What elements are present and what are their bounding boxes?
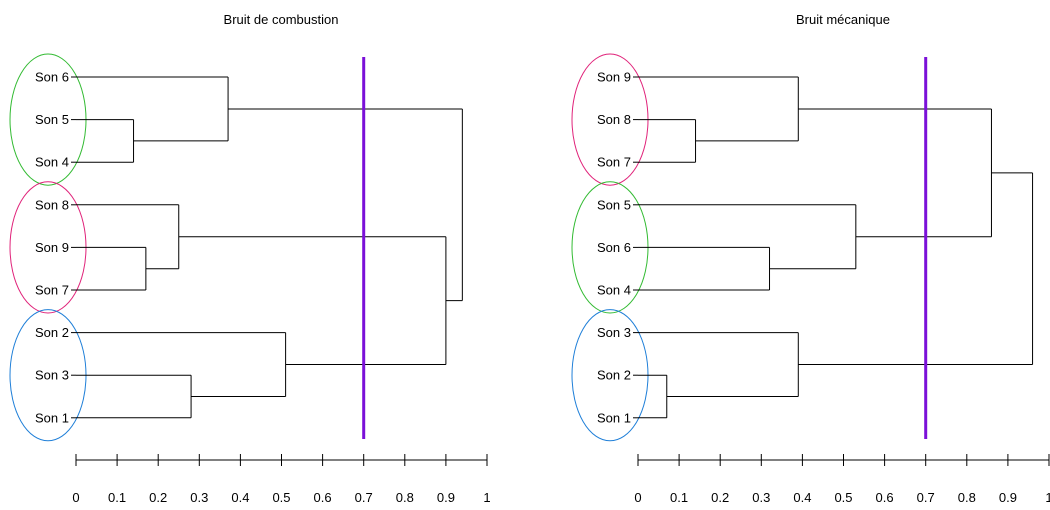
chart-title: Bruit de combustion [224, 12, 339, 27]
x-tick-label: 0.3 [752, 490, 770, 505]
x-tick-label: 0.4 [793, 490, 811, 505]
leaf-label: Son 1 [597, 410, 631, 425]
leaf-label: Son 6 [597, 240, 631, 255]
x-tick-label: 0.8 [958, 490, 976, 505]
x-tick-label: 0.5 [272, 490, 290, 505]
x-tick-label: 0.4 [231, 490, 249, 505]
x-tick-label: 0.7 [917, 490, 935, 505]
leaf-label: Son 2 [597, 368, 631, 383]
dendrogram-panel-combustion: Bruit de combustion Son 6 Son 5 Son 4 Son 8… [9, 12, 491, 505]
leaf-label: Son 9 [597, 70, 631, 85]
leaf-label: Son 7 [35, 283, 69, 298]
leaf-label: Son 5 [597, 197, 631, 212]
x-tick-label: 0 [634, 490, 641, 505]
leaf-label: Son 8 [597, 112, 631, 127]
x-tick-label: 0.6 [314, 490, 332, 505]
x-tick-label: 1 [483, 490, 490, 505]
x-tick-label: 0.9 [437, 490, 455, 505]
x-tick-label: 0 [72, 490, 79, 505]
leaf-label: Son 9 [35, 240, 69, 255]
dendrogram-panel-mecanique: Bruit mécanique Son 9 Son 8 Son 7 Son 5 Son … [571, 12, 1050, 505]
x-tick-label: 0.1 [670, 490, 688, 505]
leaf-label: Son 5 [35, 112, 69, 127]
leaf-label: Son 4 [35, 155, 69, 170]
x-tick-label: 0.8 [396, 490, 414, 505]
leaf-label: Son 6 [35, 70, 69, 85]
x-tick-label: 0.6 [876, 490, 894, 505]
leaf-label: Son 1 [35, 410, 69, 425]
chart-title: Bruit mécanique [796, 12, 890, 27]
x-tick-label: 0.5 [834, 490, 852, 505]
leaf-label: Son 7 [597, 155, 631, 170]
leaf-label: Son 2 [35, 325, 69, 340]
x-tick-label: 0.2 [149, 490, 167, 505]
x-tick-label: 1 [1045, 490, 1050, 505]
leaf-label: Son 8 [35, 197, 69, 212]
leaf-label: Son 3 [35, 368, 69, 383]
x-tick-label: 0.7 [355, 490, 373, 505]
x-tick-label: 0.1 [108, 490, 126, 505]
leaf-label: Son 4 [597, 283, 631, 298]
leaf-label: Son 3 [597, 325, 631, 340]
x-tick-label: 0.3 [190, 490, 208, 505]
x-tick-label: 0.9 [999, 490, 1017, 505]
x-tick-label: 0.2 [711, 490, 729, 505]
